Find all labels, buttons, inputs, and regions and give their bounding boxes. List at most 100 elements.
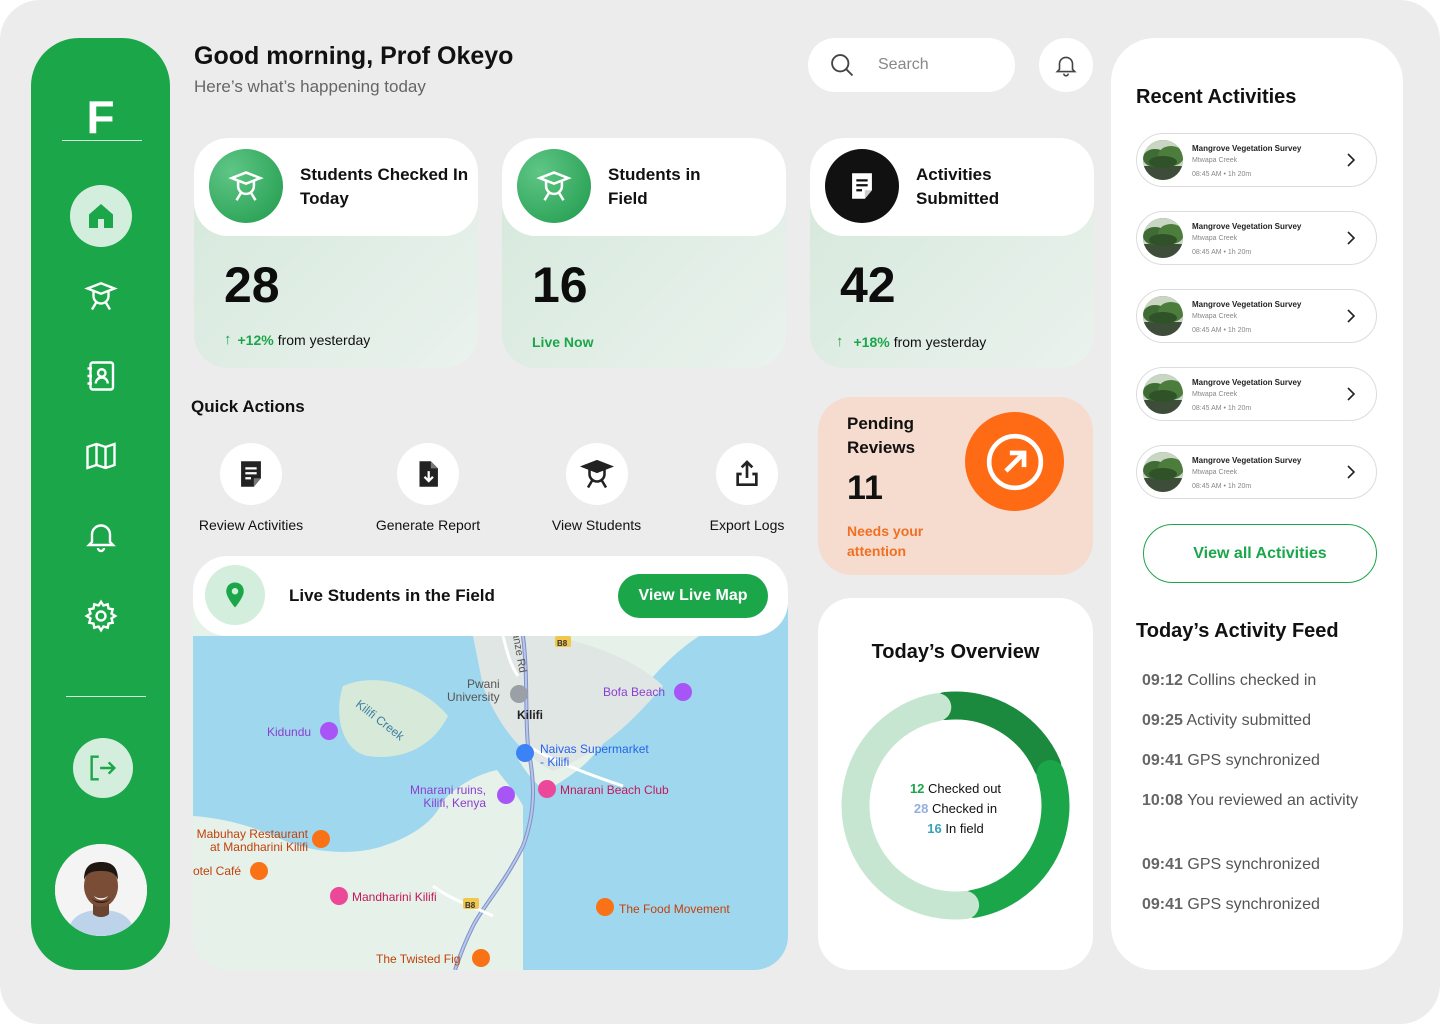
activity-location: Mtwapa Creek: [1192, 157, 1238, 164]
sidebar-item-contacts[interactable]: [70, 345, 132, 407]
stat-card-in-field[interactable]: Students in Field 16 Live Now: [502, 138, 786, 368]
open-pending-button[interactable]: [965, 412, 1064, 511]
activity-name: Mangrove Vegetation Survey: [1192, 222, 1302, 231]
in-field-count: 16: [927, 821, 942, 836]
arrow-up-icon: ↑: [836, 333, 844, 350]
qa-icon-circle: [397, 443, 459, 505]
search-bar[interactable]: [808, 38, 1015, 92]
sidebar-item-home[interactable]: [70, 185, 132, 247]
arrow-up-icon: ↑: [224, 331, 232, 348]
feed-text: You reviewed an activity: [1187, 792, 1359, 809]
activity-location: Mtwapa Creek: [1192, 313, 1238, 320]
feed-time: 09:41: [1142, 752, 1183, 769]
recent-activity-item[interactable]: Mangrove Vegetation Survey Mtwapa Creek 08…: [1136, 133, 1377, 187]
map-label-mandharini: Mandharini Kilifi: [352, 890, 437, 904]
sidebar-divider-bottom: [66, 696, 146, 697]
checked-in-label: Checked in: [932, 801, 998, 816]
live-status: Live Now: [532, 334, 594, 350]
stat-value: 42: [840, 257, 896, 313]
activity-time: 08:45 AM • 1h 20m: [1192, 327, 1252, 334]
feed-item: 09:41 GPS synchronized: [1142, 749, 1372, 773]
logout-button[interactable]: [73, 738, 133, 798]
stat-title: Students in Field: [608, 165, 701, 208]
map-road-label: B8: [557, 639, 568, 648]
document-icon: [241, 461, 261, 487]
location-pin-icon: [226, 582, 244, 608]
graduate-icon: [536, 171, 572, 201]
in-field-label: In field: [945, 821, 984, 836]
view-live-map-button[interactable]: View Live Map: [618, 574, 768, 618]
sidebar-item-settings[interactable]: [70, 585, 132, 647]
feed-item: 09:41 GPS synchronized: [1142, 853, 1372, 877]
feed-text: Activity submitted: [1186, 712, 1311, 729]
stat-card-activities[interactable]: Activities Submitted 42 ↑ +18% from yest…: [810, 138, 1094, 368]
activity-name: Mangrove Vegetation Survey: [1192, 456, 1302, 465]
sidebar: F: [31, 38, 170, 970]
mangrove-photo-icon: [1143, 296, 1183, 336]
stat-value: 16: [532, 257, 588, 313]
activity-thumbnail: [1143, 296, 1183, 336]
pending-count: 11: [847, 469, 883, 507]
gear-icon: [84, 599, 118, 633]
activity-thumbnail: [1143, 140, 1183, 180]
map-title: Live Students in the Field: [289, 586, 495, 605]
quick-actions-title: Quick Actions: [191, 397, 305, 416]
activity-time: 08:45 AM • 1h 20m: [1192, 171, 1252, 178]
contacts-book-icon: [87, 361, 115, 391]
feed-time: 09:41: [1142, 856, 1183, 873]
user-photo-icon: [55, 844, 147, 936]
page-subtitle: Here’s what’s happening today: [194, 77, 426, 96]
bell-icon: [86, 524, 116, 553]
search-input[interactable]: [878, 56, 998, 74]
map-pin-circle: [205, 565, 265, 625]
activity-location: Mtwapa Creek: [1192, 391, 1238, 398]
legend-in-field: 16 In field: [818, 819, 1093, 839]
activity-thumbnail: [1143, 452, 1183, 492]
activity-name: Mangrove Vegetation Survey: [1192, 378, 1302, 387]
sidebar-item-map[interactable]: [70, 425, 132, 487]
map-label-bofa: Bofa Beach: [603, 685, 666, 699]
map-label-kilifi: Kilifi: [517, 708, 543, 722]
recent-activity-item[interactable]: Mangrove Vegetation Survey Mtwapa Creek 08…: [1136, 367, 1377, 421]
map-label-mabuhay: Mabuhay Restaurant at Mandharini Kilifi: [196, 827, 308, 854]
feed-text: GPS synchronized: [1187, 752, 1320, 769]
stat-icon: [209, 149, 283, 223]
avatar[interactable]: [55, 844, 147, 936]
stat-card-checked-in[interactable]: Students Checked In Today 28 ↑ +12% from…: [194, 138, 478, 368]
map-label-mnarani-beach: Mnarani Beach Club: [560, 783, 669, 797]
export-logs-button[interactable]: Export Logs: [707, 443, 787, 533]
mangrove-photo-icon: [1143, 374, 1183, 414]
map-road-label: B8: [465, 901, 476, 910]
sidebar-divider-top: [62, 140, 142, 141]
page-title: Good morning, Prof Okeyo: [194, 42, 514, 70]
review-activities-button[interactable]: Review Activities: [193, 443, 309, 533]
stat-icon: [517, 149, 591, 223]
map-label-naivas: Naivas Supermarket - Kilifi: [540, 742, 649, 769]
view-students-button[interactable]: View Students: [546, 443, 647, 533]
right-panel: Recent Activities Mangrove Vegetation Su…: [1111, 38, 1403, 970]
notifications-button[interactable]: [1039, 38, 1093, 92]
recent-activity-item[interactable]: Mangrove Vegetation Survey Mtwapa Creek 08…: [1136, 289, 1377, 343]
map-label-fig: The Twisted Fig: [376, 952, 461, 966]
view-all-activities-button[interactable]: View all Activities: [1143, 524, 1377, 583]
generate-report-button[interactable]: Generate Report: [370, 443, 486, 533]
feed-time: 09:41: [1142, 896, 1183, 913]
sidebar-item-students[interactable]: [70, 265, 132, 327]
activity-thumbnail: [1143, 374, 1183, 414]
pending-reviews-card[interactable]: Pending Reviews 11 Needs your attention: [818, 397, 1093, 575]
sidebar-item-notifications[interactable]: [70, 505, 132, 567]
donut-segment-checked-out: [931, 691, 1062, 780]
feed-time: 10:08: [1142, 792, 1183, 809]
bell-icon: [1055, 56, 1077, 77]
stat-card-header: Students in Field: [502, 138, 786, 236]
stat-title: Activities Submitted: [916, 165, 1000, 208]
activity-location: Mtwapa Creek: [1192, 469, 1238, 476]
map-label-mnarani-ruins: Mnarani ruins, Kilifi, Kenya: [410, 783, 487, 810]
feed-item: 10:08 You reviewed an activity: [1142, 789, 1372, 813]
activity-name: Mangrove Vegetation Survey: [1192, 300, 1302, 309]
chevron-right-icon: [1347, 231, 1356, 245]
feed-time: 09:25: [1142, 712, 1183, 729]
recent-activity-item[interactable]: Mangrove Vegetation Survey Mtwapa Creek 08…: [1136, 211, 1377, 265]
overview-title: Today’s Overview: [871, 641, 1040, 663]
recent-activity-item[interactable]: Mangrove Vegetation Survey Mtwapa Creek 08…: [1136, 445, 1377, 499]
